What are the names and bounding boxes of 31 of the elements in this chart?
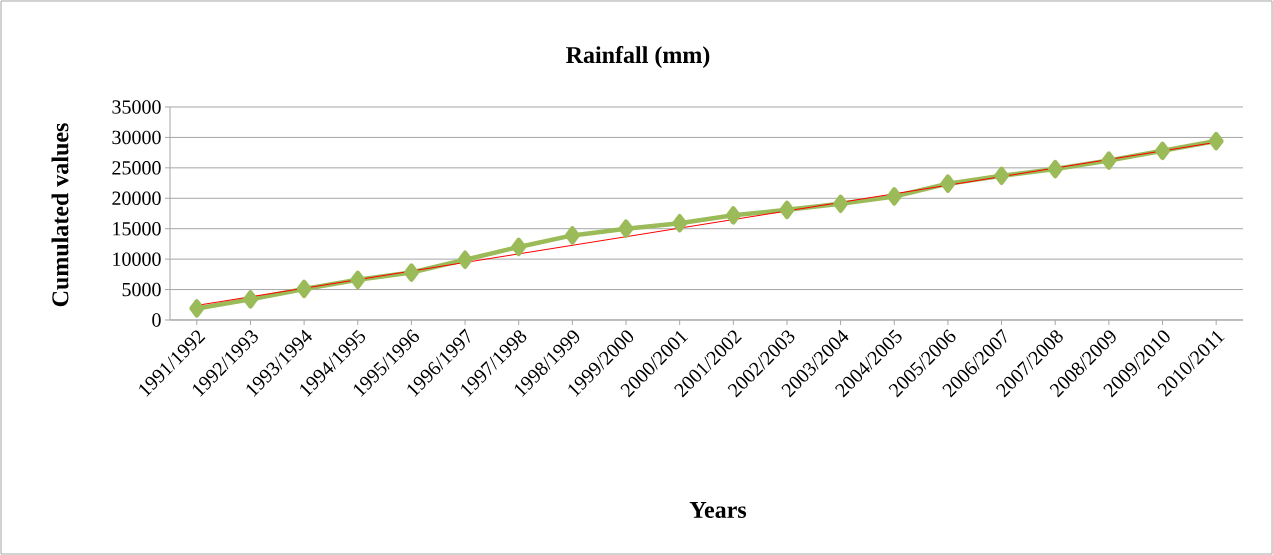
y-tick-label: 25000 xyxy=(112,161,161,175)
y-tick-label: 20000 xyxy=(112,191,161,206)
y-tick-label: 0 xyxy=(152,313,161,327)
point xyxy=(564,226,580,245)
point xyxy=(1047,159,1063,179)
point xyxy=(511,237,527,257)
point xyxy=(1208,131,1224,151)
y-axis-title: Cumulated values xyxy=(51,123,69,307)
point xyxy=(779,200,795,220)
point xyxy=(618,219,634,238)
y-tick-label: 5000 xyxy=(122,282,161,297)
point xyxy=(672,213,688,233)
point xyxy=(1155,141,1171,161)
point xyxy=(403,263,419,282)
point xyxy=(350,270,366,290)
y-tick-label: 30000 xyxy=(112,130,161,145)
point xyxy=(1101,151,1117,170)
point xyxy=(725,206,741,225)
x-axis-title: Years xyxy=(689,502,747,518)
point xyxy=(833,194,849,214)
point xyxy=(994,166,1010,186)
y-tick-label: 35000 xyxy=(112,100,161,114)
point xyxy=(189,299,205,318)
point xyxy=(457,250,473,269)
point xyxy=(886,187,902,206)
point xyxy=(242,290,258,309)
y-tick-label: 15000 xyxy=(113,221,161,236)
point xyxy=(940,174,956,193)
chart-title: Rainfall (mm) xyxy=(566,45,710,68)
point xyxy=(296,279,312,299)
y-tick-label: 10000 xyxy=(113,252,161,266)
